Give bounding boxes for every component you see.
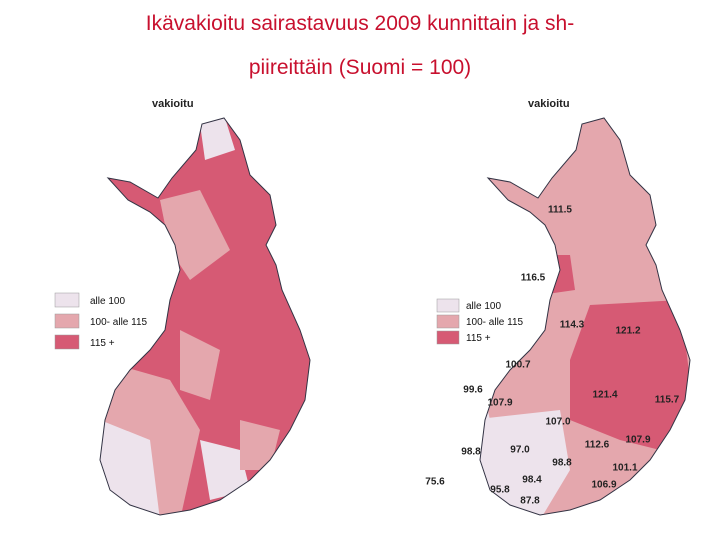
region-label: 100.7 — [505, 360, 530, 371]
legend-label: 115 + — [90, 338, 115, 349]
map-heading: vakioitu — [152, 98, 194, 110]
region-label: 111.5 — [548, 205, 572, 216]
legend-label: 100- alle 115 — [466, 317, 524, 328]
region-label: 75.6 — [425, 477, 445, 488]
title-line: Ikävakioitu sairastavuus 2009 kunnittain… — [146, 12, 574, 35]
region-label: 121.4 — [592, 390, 617, 401]
region-label: 116.5 — [521, 273, 546, 284]
legend-label: 100- alle 115 — [90, 317, 148, 328]
region-label: 107.0 — [545, 417, 570, 428]
region-label: 98.8 — [461, 447, 481, 458]
legend: alle 100 100- alle 115 115 + — [436, 298, 524, 345]
region-label: 114.3 — [560, 320, 585, 331]
legend: alle 100 100- alle 115 115 + — [54, 292, 148, 350]
region-label: 121.2 — [615, 326, 640, 337]
title-line: piireittäin (Suomi = 100) — [249, 56, 471, 79]
region-label: 115.7 — [655, 395, 680, 406]
region-label: 101.1 — [612, 463, 637, 474]
region-label: 107.9 — [625, 435, 650, 446]
region-label: 107.9 — [487, 398, 512, 409]
region-label: 106.9 — [591, 480, 616, 491]
map-heading: vakioitu — [528, 98, 570, 110]
legend-label: alle 100 — [90, 296, 125, 307]
region-labels: 111.5 116.5 114.3 121.2 100.7 99.6 107.9… — [425, 205, 679, 507]
region-label: 98.8 — [552, 458, 572, 469]
region-label: 87.8 — [520, 496, 540, 507]
region-label: 98.4 — [522, 475, 542, 486]
region-label: 112.6 — [585, 440, 610, 451]
region-label: 97.0 — [510, 445, 530, 456]
region-label: 99.6 — [463, 385, 483, 396]
region-label: 95.8 — [490, 485, 510, 496]
legend-label: 115 + — [466, 333, 491, 344]
legend-label: alle 100 — [466, 301, 501, 312]
